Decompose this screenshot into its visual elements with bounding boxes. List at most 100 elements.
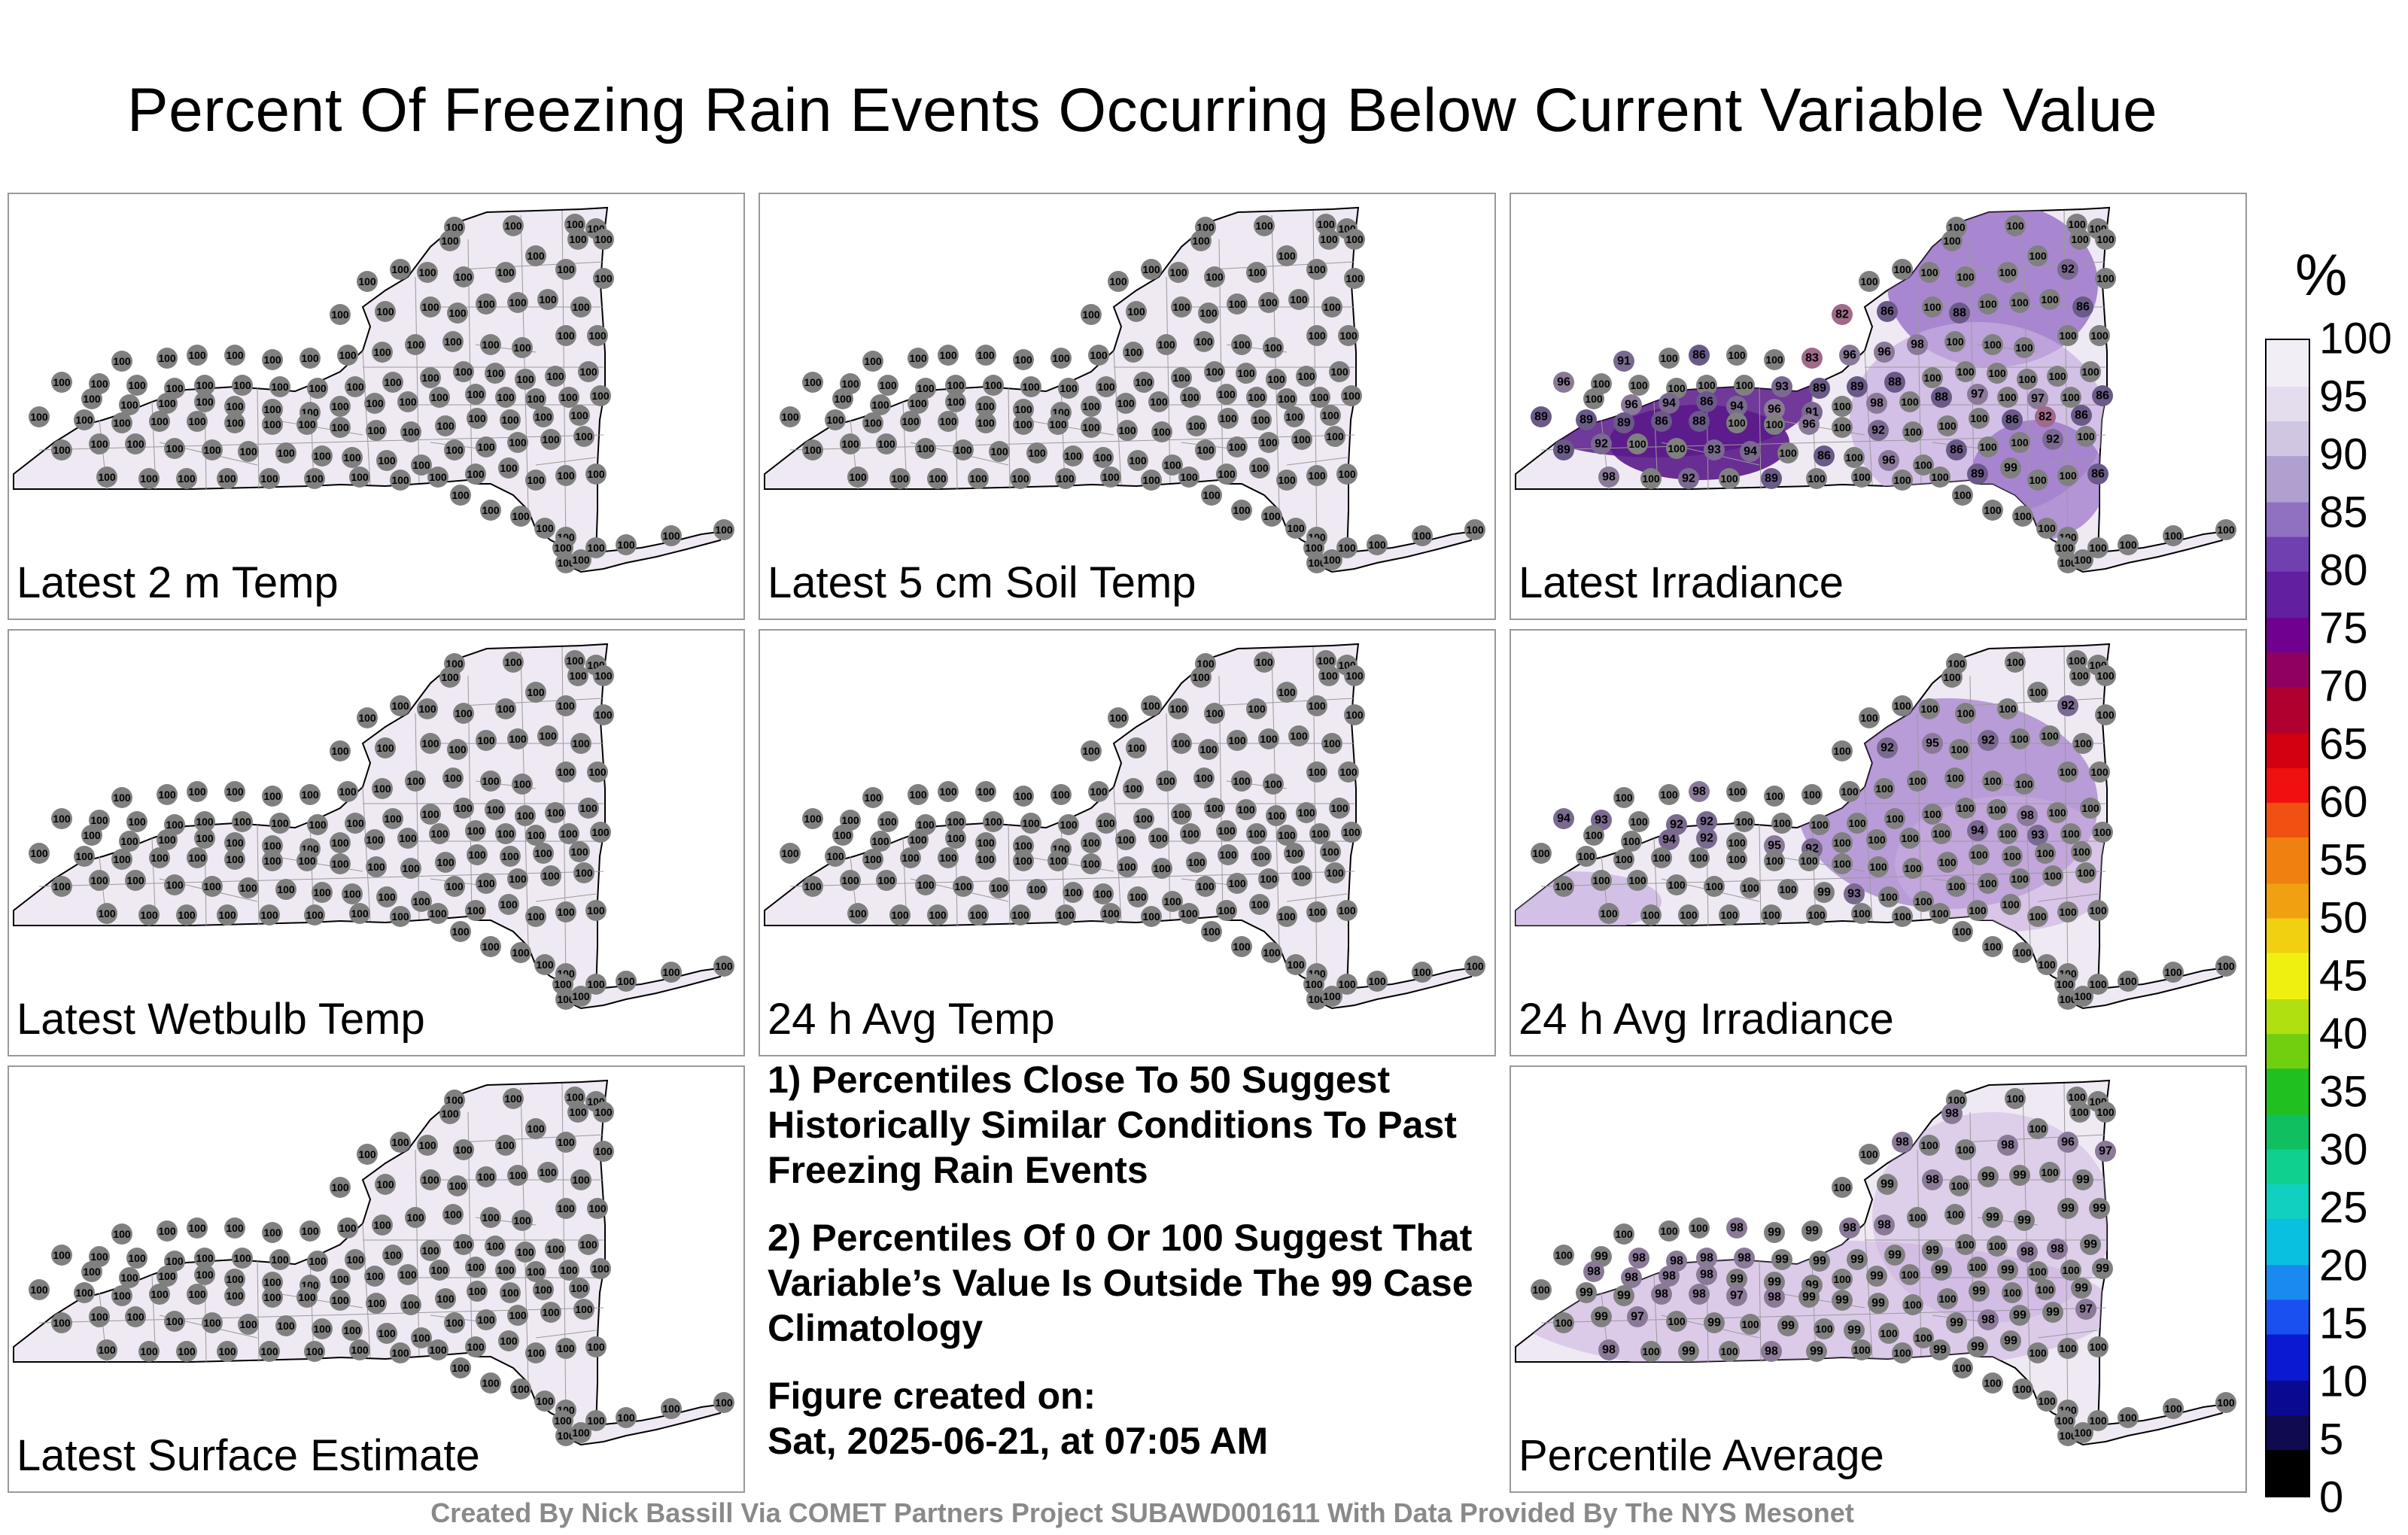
station-marker: 100 [1100,903,1121,924]
station-value: 100 [1117,834,1135,846]
station-value: 100 [1090,786,1108,798]
station-dot [417,698,438,719]
station-value: 98 [1981,1314,1995,1327]
station-value: 100 [301,352,319,364]
station-dot [1531,406,1552,427]
station-value: 100 [2217,524,2235,536]
station-value: 99 [2001,1264,2014,1277]
station-dot [89,1306,110,1327]
station-marker: 100 [1666,1311,1687,1332]
station-marker: 100 [1338,325,1359,346]
station-dot [1598,467,1619,488]
station-marker: 100 [908,348,929,369]
station-dot [1576,846,1597,867]
station-dot [1341,385,1362,406]
colorbar-segment [2267,975,2309,988]
station-dot [1997,387,2018,408]
station-value: 99 [1971,1341,1984,1354]
station-value: 100 [90,814,108,826]
station-marker: 100 [570,733,591,754]
station-value: 99 [2004,1335,2017,1348]
station-dot [2095,1102,2116,1123]
colorbar-segment [2267,1299,2309,1312]
station-marker: 100 [1133,372,1154,393]
station-dot [1081,853,1102,874]
station-marker: 100 [1997,698,2018,719]
station-dot [2118,1407,2139,1428]
station-dot [975,396,996,417]
station-dot [540,1302,561,1323]
colorbar-segment [2267,582,2309,595]
station-dot [157,393,178,414]
station-marker: 100 [573,426,594,447]
station-value: 100 [849,471,867,483]
station-marker: 100 [442,331,464,352]
station-marker: 99 [2000,1330,2021,1351]
station-marker: 100 [593,704,614,725]
station-value: 100 [1860,1148,1878,1160]
station-dot [307,814,328,835]
colorbar-segment [2267,953,2309,965]
station-marker: 100 [1919,698,1940,719]
station-marker: 100 [1777,442,1798,464]
station-value: 100 [233,1252,251,1264]
station-marker: 100 [465,820,486,841]
station-dot [382,372,403,393]
station-value: 100 [594,233,613,245]
station-value: 100 [2089,978,2107,990]
station-dot [217,1341,238,1362]
station-marker: 100 [570,1169,591,1190]
station-marker: 100 [1740,877,1761,898]
station-dot [157,348,178,369]
station-marker: 100 [507,1305,528,1326]
station-marker: 100 [1096,813,1117,834]
station-value: 100 [346,381,364,393]
station-value: 100 [1339,330,1358,342]
station-marker: 100 [593,1102,614,1123]
station-value: 100 [120,399,138,411]
station-marker: 100 [467,844,488,865]
station-value: 100 [2059,906,2077,918]
station-value: 86 [2091,468,2105,481]
station-marker: 100 [1967,900,1988,921]
station-value: 100 [1932,828,1950,840]
station-dot [2042,1302,2063,1323]
station-marker: 100 [1246,698,1267,719]
station-dot [126,1248,147,1269]
station-value: 100 [594,670,613,682]
station-dot [578,361,599,382]
station-value: 100 [467,825,485,837]
station-value: 96 [1557,376,1570,389]
station-marker: 100 [366,420,387,441]
station-marker: 100 [569,1278,590,1299]
station-marker: 100 [1190,230,1212,251]
station-value: 100 [188,1222,206,1234]
station-value: 100 [572,737,590,749]
station-value: 100 [402,862,420,874]
station-marker: 98 [1598,1339,1619,1360]
station-value: 98 [2051,1243,2064,1256]
station-value: 100 [1956,1144,1975,1156]
station-marker: 92 [1696,828,1717,849]
station-value: 100 [436,856,455,868]
station-value: 86 [2076,301,2090,314]
station-dot [304,468,325,489]
colorbar-tick-label: 30 [2319,1125,2368,1175]
station-marker: 100 [515,369,536,390]
station-value: 100 [1285,847,1303,859]
colorbar-segment [2267,1033,2309,1046]
station-dot [2087,900,2109,921]
station-dot [1952,485,1973,506]
station-marker: 100 [1227,730,1248,751]
station-marker: 100 [1944,768,1966,789]
station-dot [1946,876,1967,897]
station-marker: 100 [1949,1175,1970,1196]
station-value: 100 [1808,473,1826,485]
station-marker: 100 [545,1239,566,1260]
station-marker: 100 [975,849,996,870]
station-marker: 100 [1249,457,1270,479]
station-marker: 100 [1171,804,1192,825]
station-value: 100 [1014,418,1032,430]
station-dot [400,421,421,442]
station-value: 100 [2119,1412,2137,1424]
